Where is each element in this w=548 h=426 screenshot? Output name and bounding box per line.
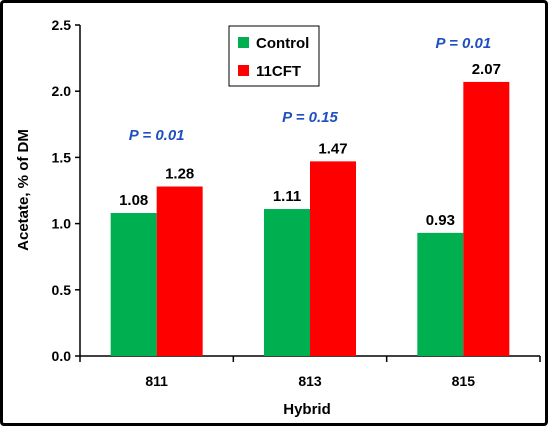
- bar-control-815: [417, 232, 464, 356]
- y-tick-label: 0.5: [52, 282, 72, 298]
- data-label: 1.11: [273, 188, 301, 205]
- p-value-annotations: P = 0.01 P = 0.15 P = 0.01: [129, 35, 491, 144]
- x-axis: 811 813 815: [79, 355, 541, 389]
- x-axis-title: Hybrid: [283, 401, 331, 418]
- bars: [110, 81, 510, 356]
- value-labels: 1.08 1.28 1.11 1.47 0.93 2.07: [119, 61, 501, 229]
- bar-control-813: [264, 209, 310, 356]
- bar-11cft-813: [310, 161, 356, 356]
- y-axis-title: Acetate, % of DM: [15, 129, 32, 251]
- legend-label: 11CFT: [256, 63, 301, 80]
- legend-label: Control: [256, 35, 309, 52]
- x-tick-label: 813: [298, 373, 322, 389]
- data-label: 1.28: [165, 166, 194, 183]
- y-tick-label: 2.5: [52, 17, 72, 33]
- y-tick-label: 2.0: [52, 83, 72, 99]
- p-value-annotation: P = 0.01: [435, 35, 491, 52]
- p-value-annotation: P = 0.15: [282, 109, 338, 126]
- legend-swatch-control: [238, 37, 249, 48]
- y-axis: 0.0 0.5 1.0 1.5 2.0 2.5: [52, 17, 81, 364]
- x-tick-label: 811: [145, 373, 168, 389]
- bar-control-811: [110, 213, 157, 356]
- p-value-annotation: P = 0.01: [129, 127, 185, 144]
- y-tick-label: 1.5: [52, 149, 72, 165]
- bar-11cft-811: [156, 186, 203, 356]
- data-label: 1.47: [318, 140, 347, 157]
- y-tick-label: 1.0: [52, 216, 72, 232]
- x-tick-label: 815: [452, 373, 476, 389]
- data-label: 2.07: [472, 61, 501, 78]
- y-tick-label: 0.0: [52, 348, 72, 364]
- legend-swatch-11cft: [238, 65, 249, 76]
- bar-11cft-815: [463, 81, 510, 356]
- legend: Control 11CFT: [228, 25, 320, 87]
- data-label: 1.08: [119, 192, 148, 209]
- data-label: 0.93: [426, 212, 455, 229]
